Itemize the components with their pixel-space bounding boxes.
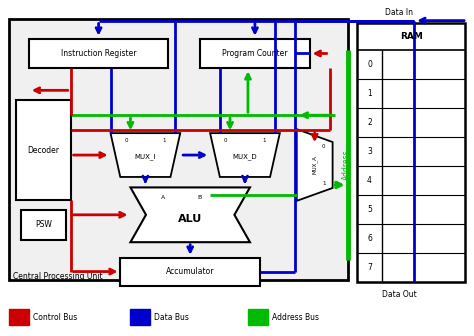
Text: PSW: PSW <box>35 220 52 229</box>
Text: Data Out: Data Out <box>382 290 417 299</box>
Bar <box>21 210 66 240</box>
Text: 5: 5 <box>367 205 372 214</box>
Text: 1: 1 <box>263 138 266 142</box>
Polygon shape <box>130 187 250 242</box>
Text: B: B <box>197 195 201 200</box>
Bar <box>248 309 268 325</box>
Text: 0: 0 <box>367 60 372 70</box>
Text: Accumulator: Accumulator <box>166 267 214 276</box>
Text: ALU: ALU <box>178 214 202 224</box>
Text: Program Counter: Program Counter <box>222 49 288 58</box>
Text: MUX_A: MUX_A <box>312 156 318 174</box>
Text: 2: 2 <box>367 118 372 127</box>
Bar <box>9 309 29 325</box>
Text: 7: 7 <box>367 263 372 271</box>
Text: Address Bus: Address Bus <box>272 313 319 322</box>
Text: 6: 6 <box>367 234 372 243</box>
Text: 0: 0 <box>322 143 325 149</box>
Text: Address: Address <box>342 150 351 180</box>
Polygon shape <box>110 133 180 177</box>
Text: 1: 1 <box>367 89 372 98</box>
Polygon shape <box>210 133 280 177</box>
Text: Control Bus: Control Bus <box>33 313 77 322</box>
Text: 0: 0 <box>125 138 128 142</box>
Text: Decoder: Decoder <box>27 145 59 155</box>
Bar <box>357 23 465 282</box>
Text: A: A <box>161 195 165 200</box>
Bar <box>130 309 150 325</box>
Text: Data In: Data In <box>385 8 413 17</box>
Bar <box>29 39 168 69</box>
Text: 1: 1 <box>322 181 325 186</box>
Text: Central Processing Unit: Central Processing Unit <box>13 272 102 281</box>
Bar <box>16 100 71 200</box>
Text: RAM: RAM <box>400 32 423 41</box>
Bar <box>120 258 260 286</box>
Text: MUX_I: MUX_I <box>135 154 156 160</box>
Bar <box>9 18 347 280</box>
Text: 3: 3 <box>367 147 372 156</box>
Text: Data Bus: Data Bus <box>155 313 189 322</box>
Text: MUX_D: MUX_D <box>233 154 257 160</box>
Text: 1: 1 <box>163 138 166 142</box>
Text: 0: 0 <box>224 138 228 142</box>
Text: Instruction Register: Instruction Register <box>61 49 137 58</box>
Bar <box>200 39 310 69</box>
Polygon shape <box>297 129 333 201</box>
Text: 4: 4 <box>367 176 372 185</box>
